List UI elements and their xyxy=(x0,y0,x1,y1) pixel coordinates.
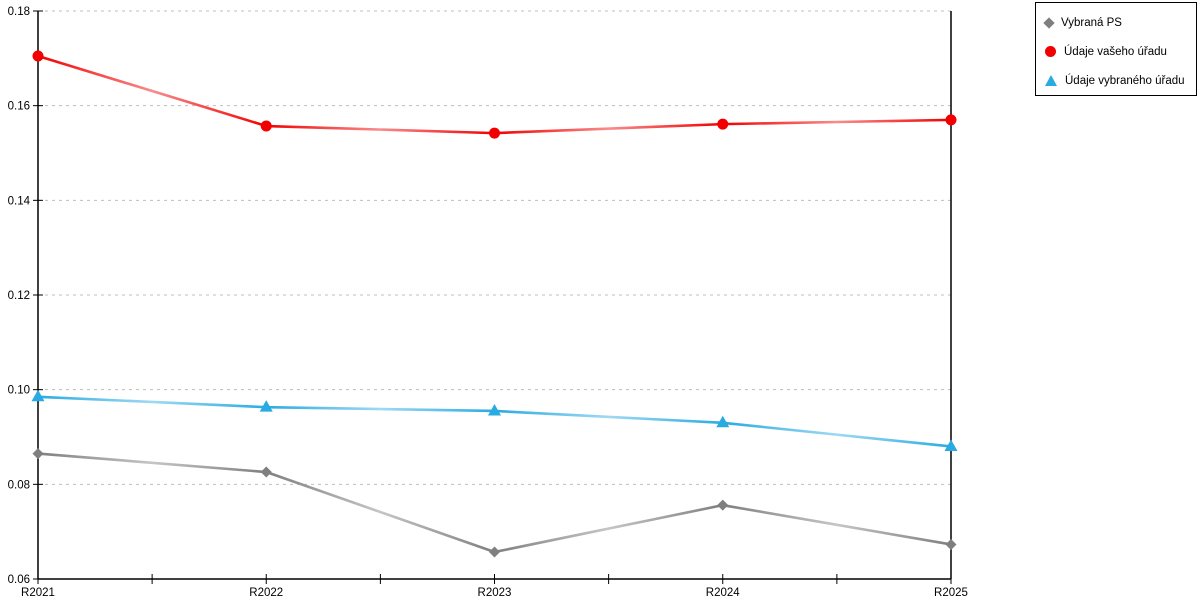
series-line-segment xyxy=(266,124,495,135)
data-point-diamond xyxy=(489,546,500,558)
triangle-marker-icon xyxy=(1045,75,1057,87)
series-line-segment xyxy=(722,118,952,126)
x-tick-label: R2023 xyxy=(478,587,512,599)
data-point-circle xyxy=(717,118,729,130)
chart-legend: Vybraná PS Údaje vašeho úřadu Údaje vybr… xyxy=(1035,2,1197,96)
data-point-circle xyxy=(260,120,272,132)
y-tick-label: 0.12 xyxy=(8,290,30,302)
data-point-circle xyxy=(32,50,44,62)
y-tick-label: 0.08 xyxy=(8,479,30,491)
x-tick-label: R2025 xyxy=(934,587,968,599)
data-point-diamond xyxy=(945,538,957,550)
data-point-triangle xyxy=(716,415,730,428)
legend-item-udaje-vybraneho-uradu: Údaje vybraného úřadu xyxy=(1045,67,1190,95)
data-point-triangle xyxy=(944,439,958,451)
data-point-triangle xyxy=(259,400,273,412)
legend-label: Údaje vašeho úřadu xyxy=(1064,45,1167,58)
x-tick-label: R2021 xyxy=(21,587,55,599)
data-point-diamond xyxy=(32,448,44,460)
x-tick-label: R2024 xyxy=(706,587,740,599)
data-point-triangle xyxy=(31,389,45,402)
series-line-segment xyxy=(266,405,495,413)
y-tick-label: 0.18 xyxy=(8,6,30,18)
legend-item-vybrana-ps: Vybraná PS xyxy=(1043,9,1190,37)
y-tick-label: 0.14 xyxy=(8,195,31,207)
circle-marker-icon xyxy=(1045,46,1056,58)
legend-item-udaje-vaseho-uradu: Údaje vašeho úřadu xyxy=(1045,38,1190,66)
data-point-triangle xyxy=(488,403,501,416)
legend-label: Údaje vybraného úřadu xyxy=(1065,74,1185,87)
series-line-segment xyxy=(722,503,952,546)
y-tick-label: 0.10 xyxy=(8,385,30,397)
y-tick-label: 0.16 xyxy=(8,101,30,113)
series-line-segment xyxy=(265,470,495,554)
y-tick-label: 0.06 xyxy=(8,574,30,586)
x-tick-label: R2022 xyxy=(249,587,283,599)
data-point-circle xyxy=(945,114,957,126)
data-point-circle xyxy=(489,127,500,139)
series-line-segment xyxy=(494,409,723,425)
data-point-diamond xyxy=(717,499,729,511)
series-line-segment xyxy=(37,54,267,128)
series-line-segment xyxy=(494,122,723,135)
diamond-marker-icon xyxy=(1043,17,1055,29)
series-line-segment xyxy=(722,421,952,448)
series-line-segment xyxy=(37,395,267,409)
data-point-diamond xyxy=(260,466,272,478)
legend-label: Vybraná PS xyxy=(1061,17,1122,30)
series-line-segment xyxy=(494,503,724,554)
series-line-segment xyxy=(37,452,267,474)
